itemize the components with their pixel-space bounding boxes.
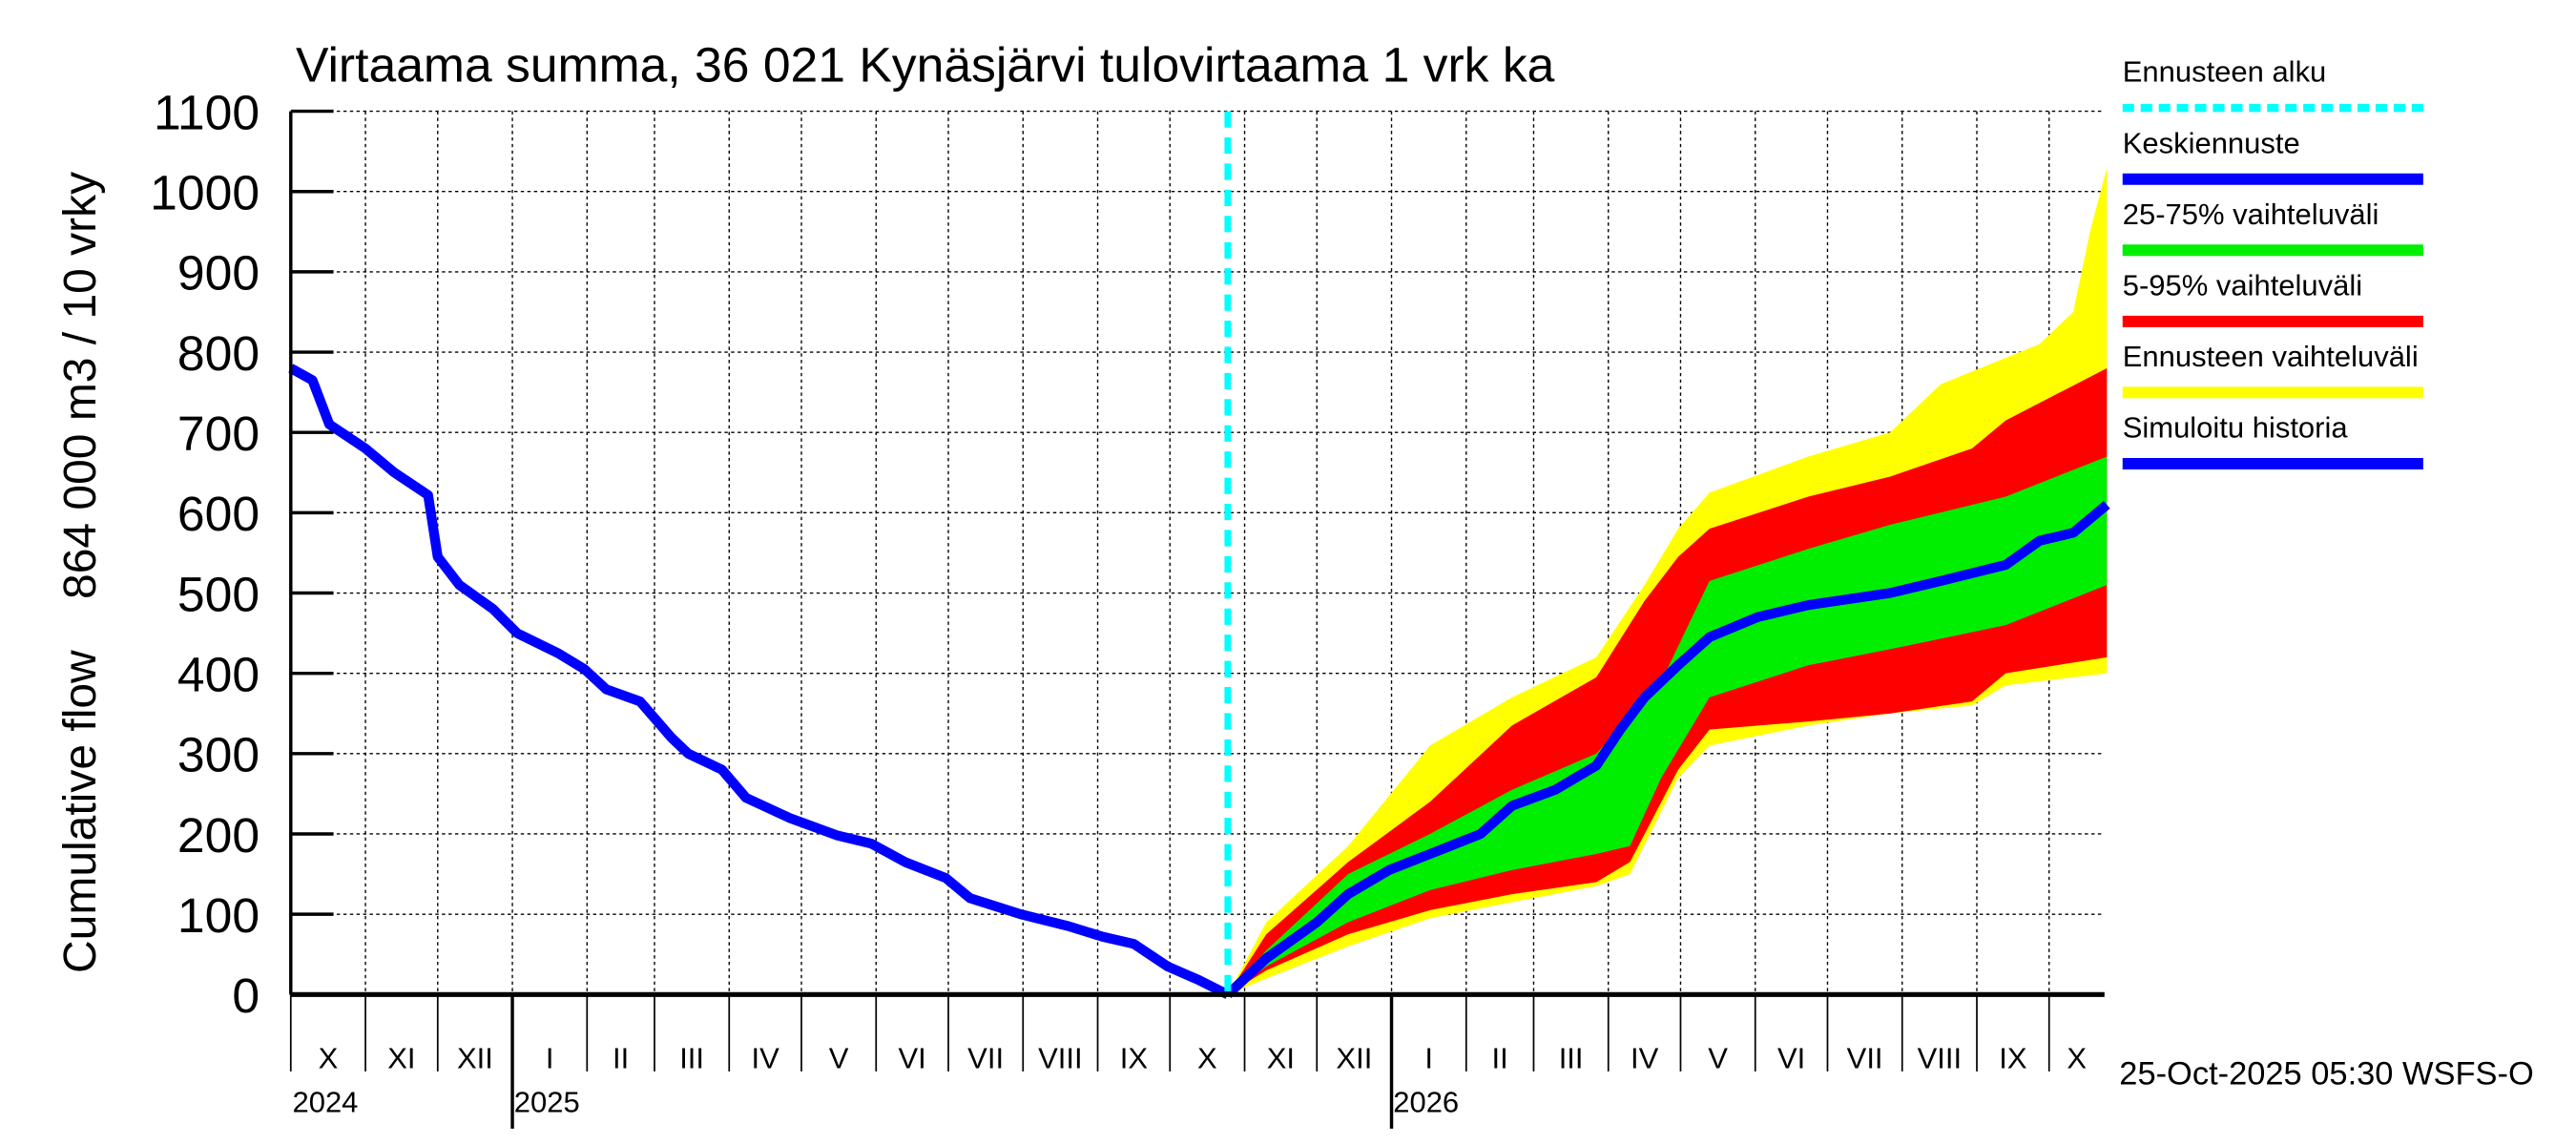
- month-label: X: [319, 1041, 339, 1074]
- y-tick-label: 1100: [154, 85, 260, 140]
- series-keskiennuste: [1224, 500, 2110, 999]
- y-tick-label: 400: [177, 647, 260, 702]
- legend-label: Keskiennuste: [2123, 126, 2300, 159]
- month-label: VIII: [1038, 1041, 1082, 1074]
- month-label: III: [679, 1041, 704, 1074]
- y-tick-label: 300: [177, 727, 260, 782]
- month-label: III: [1559, 1041, 1584, 1074]
- y-tick-label: 800: [177, 325, 260, 381]
- month-label: I: [546, 1041, 554, 1074]
- month-label: X: [1197, 1041, 1217, 1074]
- legend-label: 5-95% vaihteluväli: [2123, 268, 2362, 302]
- month-label: VIII: [1918, 1041, 1962, 1074]
- series-lines: [288, 111, 2110, 999]
- y-tick-label: 500: [177, 566, 260, 621]
- series-simuloitu-historia: [288, 364, 1231, 999]
- legend: Ennusteen alku Keskiennuste 25-75% vaihtel…: [2123, 55, 2423, 469]
- month-label: I: [1424, 1041, 1433, 1074]
- forecast-bands: [1227, 167, 2108, 995]
- month-label: XI: [1267, 1041, 1295, 1074]
- month-label: VII: [967, 1041, 1004, 1074]
- month-label: XII: [457, 1041, 493, 1074]
- year-label: 2024: [293, 1086, 359, 1119]
- y-tick-label: 700: [177, 406, 260, 461]
- y-tick-label: 600: [177, 486, 260, 541]
- timestamp: 25-Oct-2025 05:30 WSFS-O: [2119, 1056, 2533, 1093]
- y-tick-label: 200: [177, 807, 260, 863]
- y-axis-label: Cumulative flow 864 000 m3 / 10 vrky: [54, 172, 106, 973]
- year-label: 2025: [514, 1086, 580, 1119]
- month-label: VII: [1847, 1041, 1883, 1074]
- month-label: IV: [751, 1041, 779, 1074]
- month-label: VI: [898, 1041, 925, 1074]
- month-label: XII: [1336, 1041, 1372, 1074]
- legend-label: Ennusteen vaihteluväli: [2123, 340, 2419, 373]
- month-label: IV: [1631, 1041, 1659, 1074]
- month-label: X: [2067, 1041, 2087, 1074]
- month-label: XI: [387, 1041, 415, 1074]
- month-label: II: [1492, 1041, 1508, 1074]
- legend-label: Simuloitu historia: [2123, 411, 2349, 445]
- legend-label: Ennusteen alku: [2123, 55, 2327, 89]
- month-label: VI: [1777, 1041, 1805, 1074]
- chart-title: Virtaama summa, 36 021 Kynäsjärvi tulovi…: [296, 37, 1555, 93]
- y-tick-label: 100: [177, 887, 260, 943]
- month-label: V: [1708, 1041, 1728, 1074]
- month-label: IX: [1999, 1041, 2026, 1074]
- year-label: 2026: [1393, 1086, 1459, 1119]
- y-tick-label: 0: [232, 968, 260, 1023]
- month-label: II: [613, 1041, 629, 1074]
- legend-label: 25-75% vaihteluväli: [2123, 198, 2379, 231]
- month-label: V: [829, 1041, 849, 1074]
- y-tick-label: 900: [177, 245, 260, 301]
- month-label: IX: [1120, 1041, 1148, 1074]
- y-tick-label: 1000: [150, 165, 260, 220]
